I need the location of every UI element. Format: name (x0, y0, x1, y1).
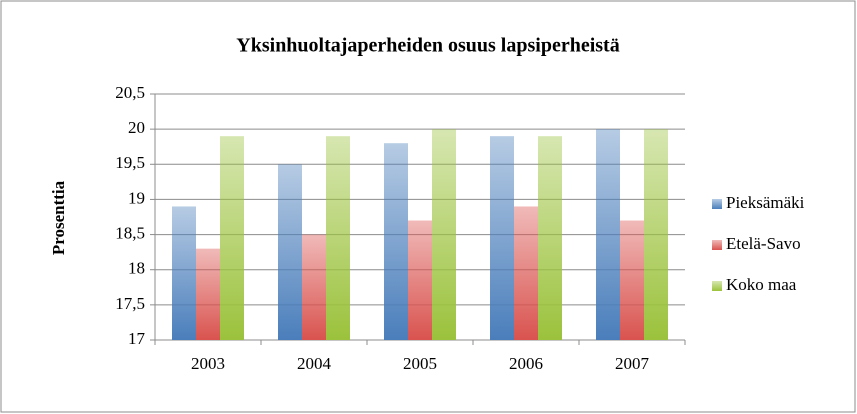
bar (514, 206, 538, 340)
bar (490, 136, 514, 340)
bar (408, 220, 432, 340)
y-tick-label: 17 (128, 329, 146, 348)
bar (326, 136, 350, 340)
bar (596, 129, 620, 340)
bar (384, 143, 408, 340)
bar (644, 129, 668, 340)
legend-label: Pieksämäki (726, 193, 805, 212)
x-tick-label: 2004 (297, 354, 332, 373)
y-tick-label: 17,5 (115, 294, 145, 313)
y-axis-label: Prosenttia (49, 180, 68, 255)
bar (278, 164, 302, 340)
bar (220, 136, 244, 340)
legend-swatch (712, 199, 722, 209)
y-tick-label: 18,5 (115, 223, 145, 242)
y-tick-label: 18 (128, 259, 145, 278)
y-tick-label: 20,5 (115, 83, 145, 102)
y-tick-label: 19,5 (115, 153, 145, 172)
chart-title: Yksinhuoltajaperheiden osuus lapsiperhei… (236, 35, 619, 57)
legend-label: Koko maa (726, 275, 797, 294)
x-tick-label: 2003 (191, 354, 225, 373)
bar (432, 129, 456, 340)
legend-swatch (712, 281, 722, 291)
bar (302, 234, 326, 340)
x-tick-label: 2007 (615, 354, 650, 373)
bar (620, 220, 644, 340)
legend-label: Etelä-Savo (726, 234, 801, 253)
y-tick-label: 19 (128, 188, 145, 207)
legend-swatch (712, 240, 722, 250)
x-tick-label: 2006 (509, 354, 543, 373)
y-tick-label: 20 (128, 118, 145, 137)
bar (538, 136, 562, 340)
x-tick-label: 2005 (403, 354, 437, 373)
bar (172, 206, 196, 340)
bar (196, 248, 220, 340)
